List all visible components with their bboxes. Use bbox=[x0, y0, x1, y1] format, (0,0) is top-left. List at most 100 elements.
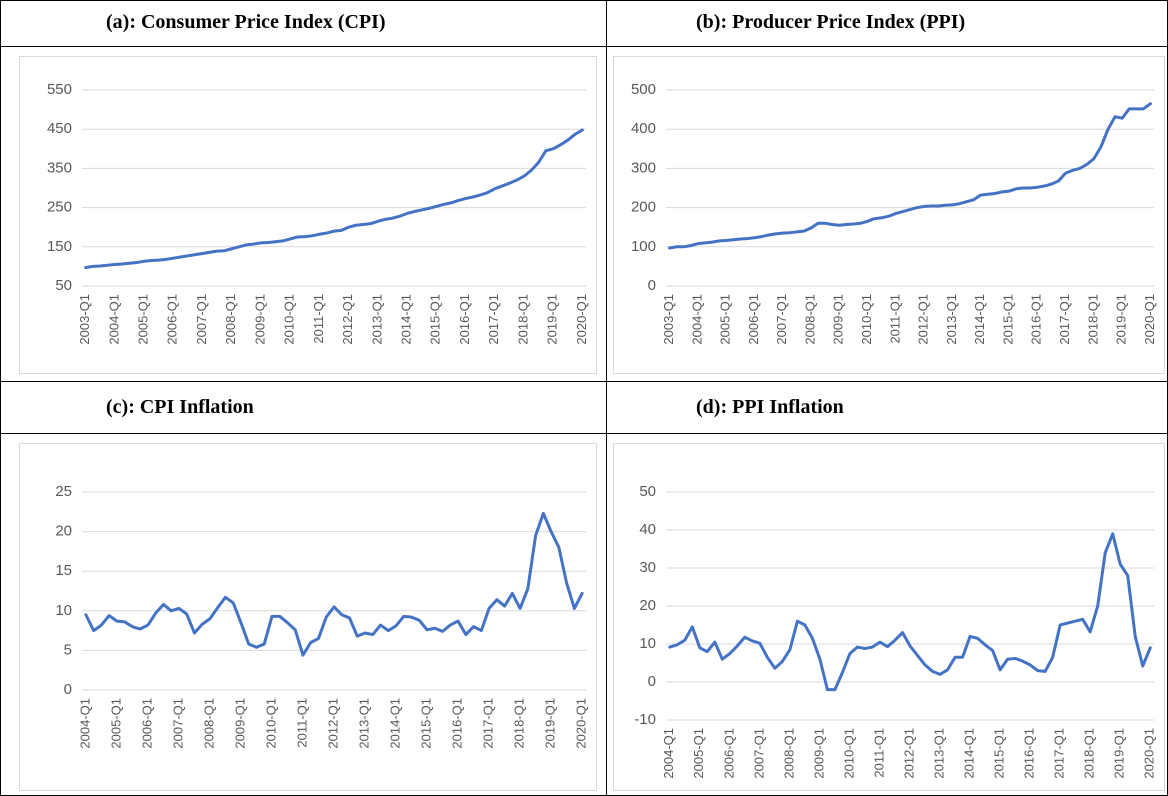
x-tick-label: 2015-Q1 bbox=[992, 728, 1007, 779]
y-tick-label: 0 bbox=[648, 673, 656, 690]
chart-area: 0 100 200 300 400 500 2003-Q1 2004-Q1 2005-Q1 200… bbox=[613, 56, 1165, 374]
row-line bbox=[1, 46, 1167, 47]
data-line bbox=[84, 511, 584, 657]
data-line bbox=[668, 532, 1152, 692]
x-tick-label: 2004-Q1 bbox=[689, 294, 704, 345]
x-tick-label: 2018-Q1 bbox=[1085, 294, 1100, 345]
x-tick-label: 2017-Q1 bbox=[486, 294, 501, 345]
chart: 0 5 10 15 20 25 2004-Q1 2005-Q1 2006-Q1 2007-Q1 20… bbox=[55, 483, 589, 749]
x-tick-label: 2005-Q1 bbox=[108, 698, 123, 749]
x-tick-label: 2016-Q1 bbox=[457, 294, 472, 345]
x-tick-label: 2011-Q1 bbox=[294, 698, 309, 748]
x-tick-label: 2010-Q1 bbox=[282, 294, 297, 345]
x-tick-label: 2009-Q1 bbox=[232, 698, 247, 749]
x-tick-label: 2006-Q1 bbox=[746, 294, 761, 345]
x-tick-label: 2015-Q1 bbox=[1000, 294, 1015, 345]
x-tick-label: 2008-Q1 bbox=[201, 698, 216, 749]
row-line bbox=[1, 381, 1167, 382]
x-tick-label: 2004-Q1 bbox=[106, 294, 121, 345]
chart-title: (b): Producer Price Index (PPI) bbox=[696, 11, 966, 33]
y-tick-label: 20 bbox=[55, 523, 72, 540]
x-tick-label: 2019-Q1 bbox=[1112, 728, 1127, 779]
y-tick-label: 20 bbox=[639, 597, 656, 614]
x-tick-label: 2020-Q1 bbox=[1142, 294, 1157, 345]
chart-title: (d): PPI Inflation bbox=[696, 396, 844, 418]
x-tick-label: 2020-Q1 bbox=[574, 698, 589, 749]
x-tick-label: 2013-Q1 bbox=[369, 294, 384, 345]
x-tick-label: 2009-Q1 bbox=[811, 728, 826, 779]
x-tick-label: 2013-Q1 bbox=[356, 698, 371, 749]
x-tick-label: 2007-Q1 bbox=[170, 698, 185, 749]
y-tick-label: 10 bbox=[639, 635, 656, 652]
y-tick-label: 10 bbox=[55, 602, 72, 619]
x-tick-label: 2020-Q1 bbox=[1142, 728, 1157, 779]
x-tick-label: 2011-Q1 bbox=[311, 294, 326, 344]
chart-title: (a): Consumer Price Index (CPI) bbox=[106, 11, 386, 33]
y-tick-label: 0 bbox=[648, 277, 656, 294]
y-tick-label: 15 bbox=[55, 562, 72, 579]
column-line bbox=[606, 1, 607, 795]
chart: -10 0 10 20 30 40 50 2004-Q1 2005-Q1 2006-Q1 2007-… bbox=[634, 483, 1157, 779]
x-tick-label: 2010-Q1 bbox=[841, 728, 856, 779]
chart-area: -10 0 10 20 30 40 50 2004-Q1 2005-Q1 2006-Q1 2007-… bbox=[613, 443, 1165, 791]
x-tick-label: 2005-Q1 bbox=[691, 728, 706, 779]
x-tick-label: 2014-Q1 bbox=[398, 294, 413, 345]
y-tick-label: 500 bbox=[631, 81, 656, 98]
y-tick-label: 50 bbox=[55, 277, 72, 294]
x-tick-label: 2010-Q1 bbox=[263, 698, 278, 749]
x-tick-label: 2015-Q1 bbox=[418, 698, 433, 749]
chart: 0 100 200 300 400 500 2003-Q1 2004-Q1 2005-Q1 200… bbox=[631, 81, 1157, 345]
x-tick-label: 2014-Q1 bbox=[387, 698, 402, 749]
chart-area: 0 5 10 15 20 25 2004-Q1 2005-Q1 2006-Q1 2007-Q1 20… bbox=[19, 443, 597, 791]
x-tick-label: 2004-Q1 bbox=[77, 698, 92, 749]
x-tick-label: 2007-Q1 bbox=[194, 294, 209, 345]
x-tick-label: 2015-Q1 bbox=[428, 294, 443, 345]
x-tick-label: 2018-Q1 bbox=[512, 698, 527, 749]
y-tick-label: 250 bbox=[47, 199, 72, 216]
x-tick-label: 2017-Q1 bbox=[1052, 728, 1067, 779]
row-line bbox=[1, 433, 1167, 434]
y-tick-label: 400 bbox=[631, 120, 656, 137]
x-tick-label: 2012-Q1 bbox=[340, 294, 355, 345]
x-tick-label: 2014-Q1 bbox=[972, 294, 987, 345]
y-tick-label: 200 bbox=[631, 199, 656, 216]
x-tick-label: 2009-Q1 bbox=[831, 294, 846, 345]
x-tick-label: 2019-Q1 bbox=[1114, 294, 1129, 345]
y-tick-label: 40 bbox=[639, 521, 656, 538]
data-line bbox=[668, 102, 1152, 250]
x-tick-label: 2012-Q1 bbox=[901, 728, 916, 779]
data-line bbox=[84, 128, 584, 270]
x-tick-label: 2011-Q1 bbox=[871, 728, 886, 778]
x-tick-label: 2016-Q1 bbox=[449, 698, 464, 749]
y-tick-label: -10 bbox=[634, 711, 656, 728]
x-tick-label: 2005-Q1 bbox=[136, 294, 151, 345]
x-tick-label: 2017-Q1 bbox=[1057, 294, 1072, 345]
y-tick-label: 25 bbox=[55, 483, 72, 500]
x-tick-label: 2013-Q1 bbox=[931, 728, 946, 779]
x-tick-label: 2014-Q1 bbox=[961, 728, 976, 779]
x-tick-label: 2019-Q1 bbox=[545, 294, 560, 345]
x-tick-label: 2006-Q1 bbox=[165, 294, 180, 345]
chart: 50 150 250 350 450 550 2003-Q1 2004-Q1 2005-Q1 20… bbox=[47, 81, 589, 345]
x-tick-label: 2016-Q1 bbox=[1022, 728, 1037, 779]
x-tick-label: 2020-Q1 bbox=[574, 294, 589, 345]
x-tick-label: 2011-Q1 bbox=[887, 294, 902, 344]
chart-area: 50 150 250 350 450 550 2003-Q1 2004-Q1 2005-Q1 20… bbox=[19, 56, 597, 374]
x-tick-label: 2008-Q1 bbox=[781, 728, 796, 779]
y-tick-label: 450 bbox=[47, 120, 72, 137]
y-tick-label: 150 bbox=[47, 238, 72, 255]
x-tick-label: 2008-Q1 bbox=[223, 294, 238, 345]
x-tick-label: 2012-Q1 bbox=[325, 698, 340, 749]
x-tick-label: 2006-Q1 bbox=[139, 698, 154, 749]
x-tick-label: 2019-Q1 bbox=[543, 698, 558, 749]
x-tick-label: 2016-Q1 bbox=[1029, 294, 1044, 345]
y-tick-label: 0 bbox=[64, 681, 72, 698]
y-tick-label: 5 bbox=[64, 641, 72, 658]
y-tick-label: 350 bbox=[47, 159, 72, 176]
x-tick-label: 2010-Q1 bbox=[859, 294, 874, 345]
x-tick-label: 2003-Q1 bbox=[661, 294, 676, 345]
x-tick-label: 2012-Q1 bbox=[916, 294, 931, 345]
chart-title: (c): CPI Inflation bbox=[106, 396, 254, 418]
x-tick-label: 2004-Q1 bbox=[661, 728, 676, 779]
